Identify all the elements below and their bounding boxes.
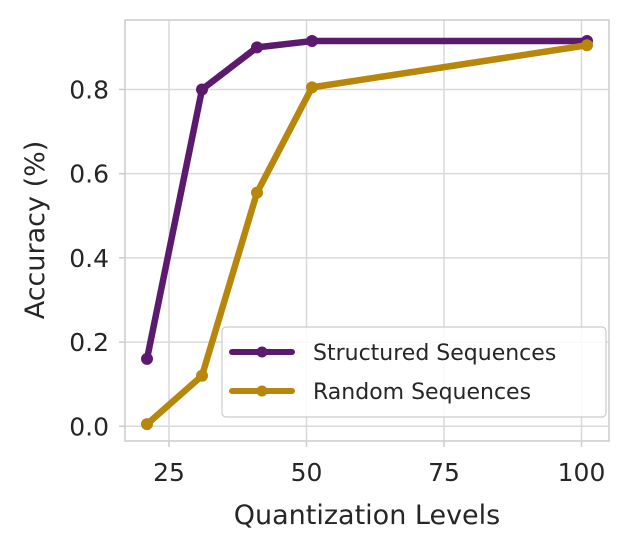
legend-marker-structured xyxy=(256,346,268,358)
series-1-point-4 xyxy=(581,39,593,52)
y-axis-title: Accuracy (%) xyxy=(20,141,51,320)
x-tick-label-3: 100 xyxy=(558,458,606,487)
series-1-point-3 xyxy=(306,81,318,94)
y-tick-label-1: 0.2 xyxy=(69,328,109,357)
legend: Structured Sequences Random Sequences xyxy=(221,326,607,418)
series-group xyxy=(141,35,593,431)
legend-marker-random xyxy=(256,385,268,397)
x-tick-label-0: 25 xyxy=(153,458,185,487)
series-0-point-2 xyxy=(251,41,263,54)
y-tick-label-0: 0.0 xyxy=(69,412,109,441)
plot-frame xyxy=(124,19,610,442)
x-tick-label-1: 50 xyxy=(291,458,323,487)
y-tick-label-3: 0.6 xyxy=(69,160,109,189)
x-tick-label-2: 75 xyxy=(428,458,460,487)
series-1-point-0 xyxy=(141,418,153,431)
legend-box xyxy=(221,326,607,418)
series-1-point-1 xyxy=(196,369,208,382)
y-tick-label-4: 0.8 xyxy=(69,75,109,104)
legend-label-random: Random Sequences xyxy=(313,380,531,405)
series-0-point-3 xyxy=(306,35,318,48)
x-axis-title: Quantization Levels xyxy=(234,500,500,531)
series-0-point-0 xyxy=(141,352,153,365)
x-axis-ticks: 25 50 75 100 xyxy=(153,441,605,487)
series-0-point-1 xyxy=(196,83,208,96)
legend-label-structured: Structured Sequences xyxy=(313,341,556,366)
y-axis-ticks: 0.0 0.2 0.4 0.6 0.8 xyxy=(69,75,125,441)
series-1-point-2 xyxy=(251,186,263,199)
y-tick-label-2: 0.4 xyxy=(69,244,109,273)
